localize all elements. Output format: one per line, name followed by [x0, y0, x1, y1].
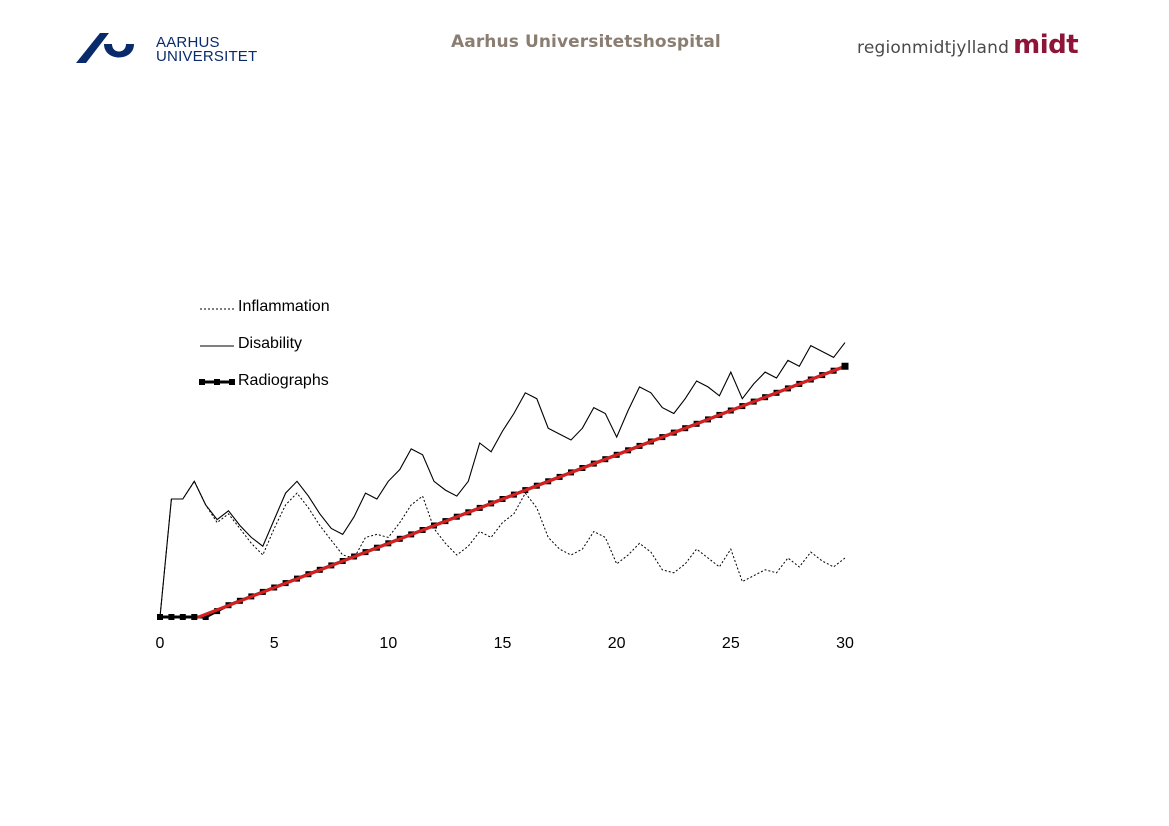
page-header-title: Aarhus Universitetshospital	[451, 32, 721, 52]
legend-label-radiographs: Radiographs	[238, 372, 329, 389]
au-wordmark-line1: AARHUS	[156, 34, 220, 51]
midt-wordmark: midt	[1013, 30, 1079, 60]
legend-item-disability: Disability	[200, 335, 302, 352]
endpoint-marker	[841, 362, 849, 370]
legend-marker-radiographs	[199, 379, 205, 385]
chart-series	[157, 342, 849, 620]
series-radiographs	[157, 363, 848, 620]
x-tick-label: 30	[836, 635, 854, 652]
series-inflammation	[159, 480, 846, 618]
x-tick-label: 5	[270, 635, 279, 652]
series-line-inflammation	[159, 480, 846, 618]
x-axis-ticks: 0 5 10 15 20 25 30	[156, 635, 854, 652]
x-tick-label: 20	[608, 635, 626, 652]
data-point-radiographs	[202, 614, 209, 620]
series-line-disability	[159, 342, 846, 618]
data-point-radiographs	[179, 614, 186, 620]
legend-label-inflammation: Inflammation	[238, 298, 330, 315]
region-wordmark: regionmidtjylland	[857, 38, 1010, 58]
aarhus-universitet-logo: AARHUS UNIVERSITET	[74, 30, 258, 70]
legend-item-radiographs: Radiographs	[199, 372, 329, 389]
legend-marker-radiographs	[229, 379, 235, 385]
legend-marker-radiographs	[214, 379, 220, 385]
data-point-radiographs	[191, 614, 198, 620]
legend-item-inflammation: Inflammation	[200, 298, 330, 315]
au-wordmark: AARHUS UNIVERSITET	[156, 34, 258, 65]
data-point-radiographs	[168, 614, 175, 620]
x-tick-label: 15	[494, 635, 512, 652]
series-disability	[159, 342, 846, 618]
region-midtjylland-logo: regionmidtjylland midt	[857, 28, 1079, 60]
legend-label-disability: Disability	[238, 335, 302, 352]
chart-legend: Inflammation Disability Radiographs	[199, 298, 330, 389]
trend-line-red	[197, 364, 847, 619]
au-wordmark-line2: UNIVERSITET	[156, 48, 258, 65]
x-tick-label: 0	[156, 635, 165, 652]
data-point-radiographs	[157, 614, 163, 620]
aarhus-university-seal-icon	[76, 33, 134, 63]
x-tick-label: 25	[722, 635, 740, 652]
x-tick-label: 10	[379, 635, 397, 652]
